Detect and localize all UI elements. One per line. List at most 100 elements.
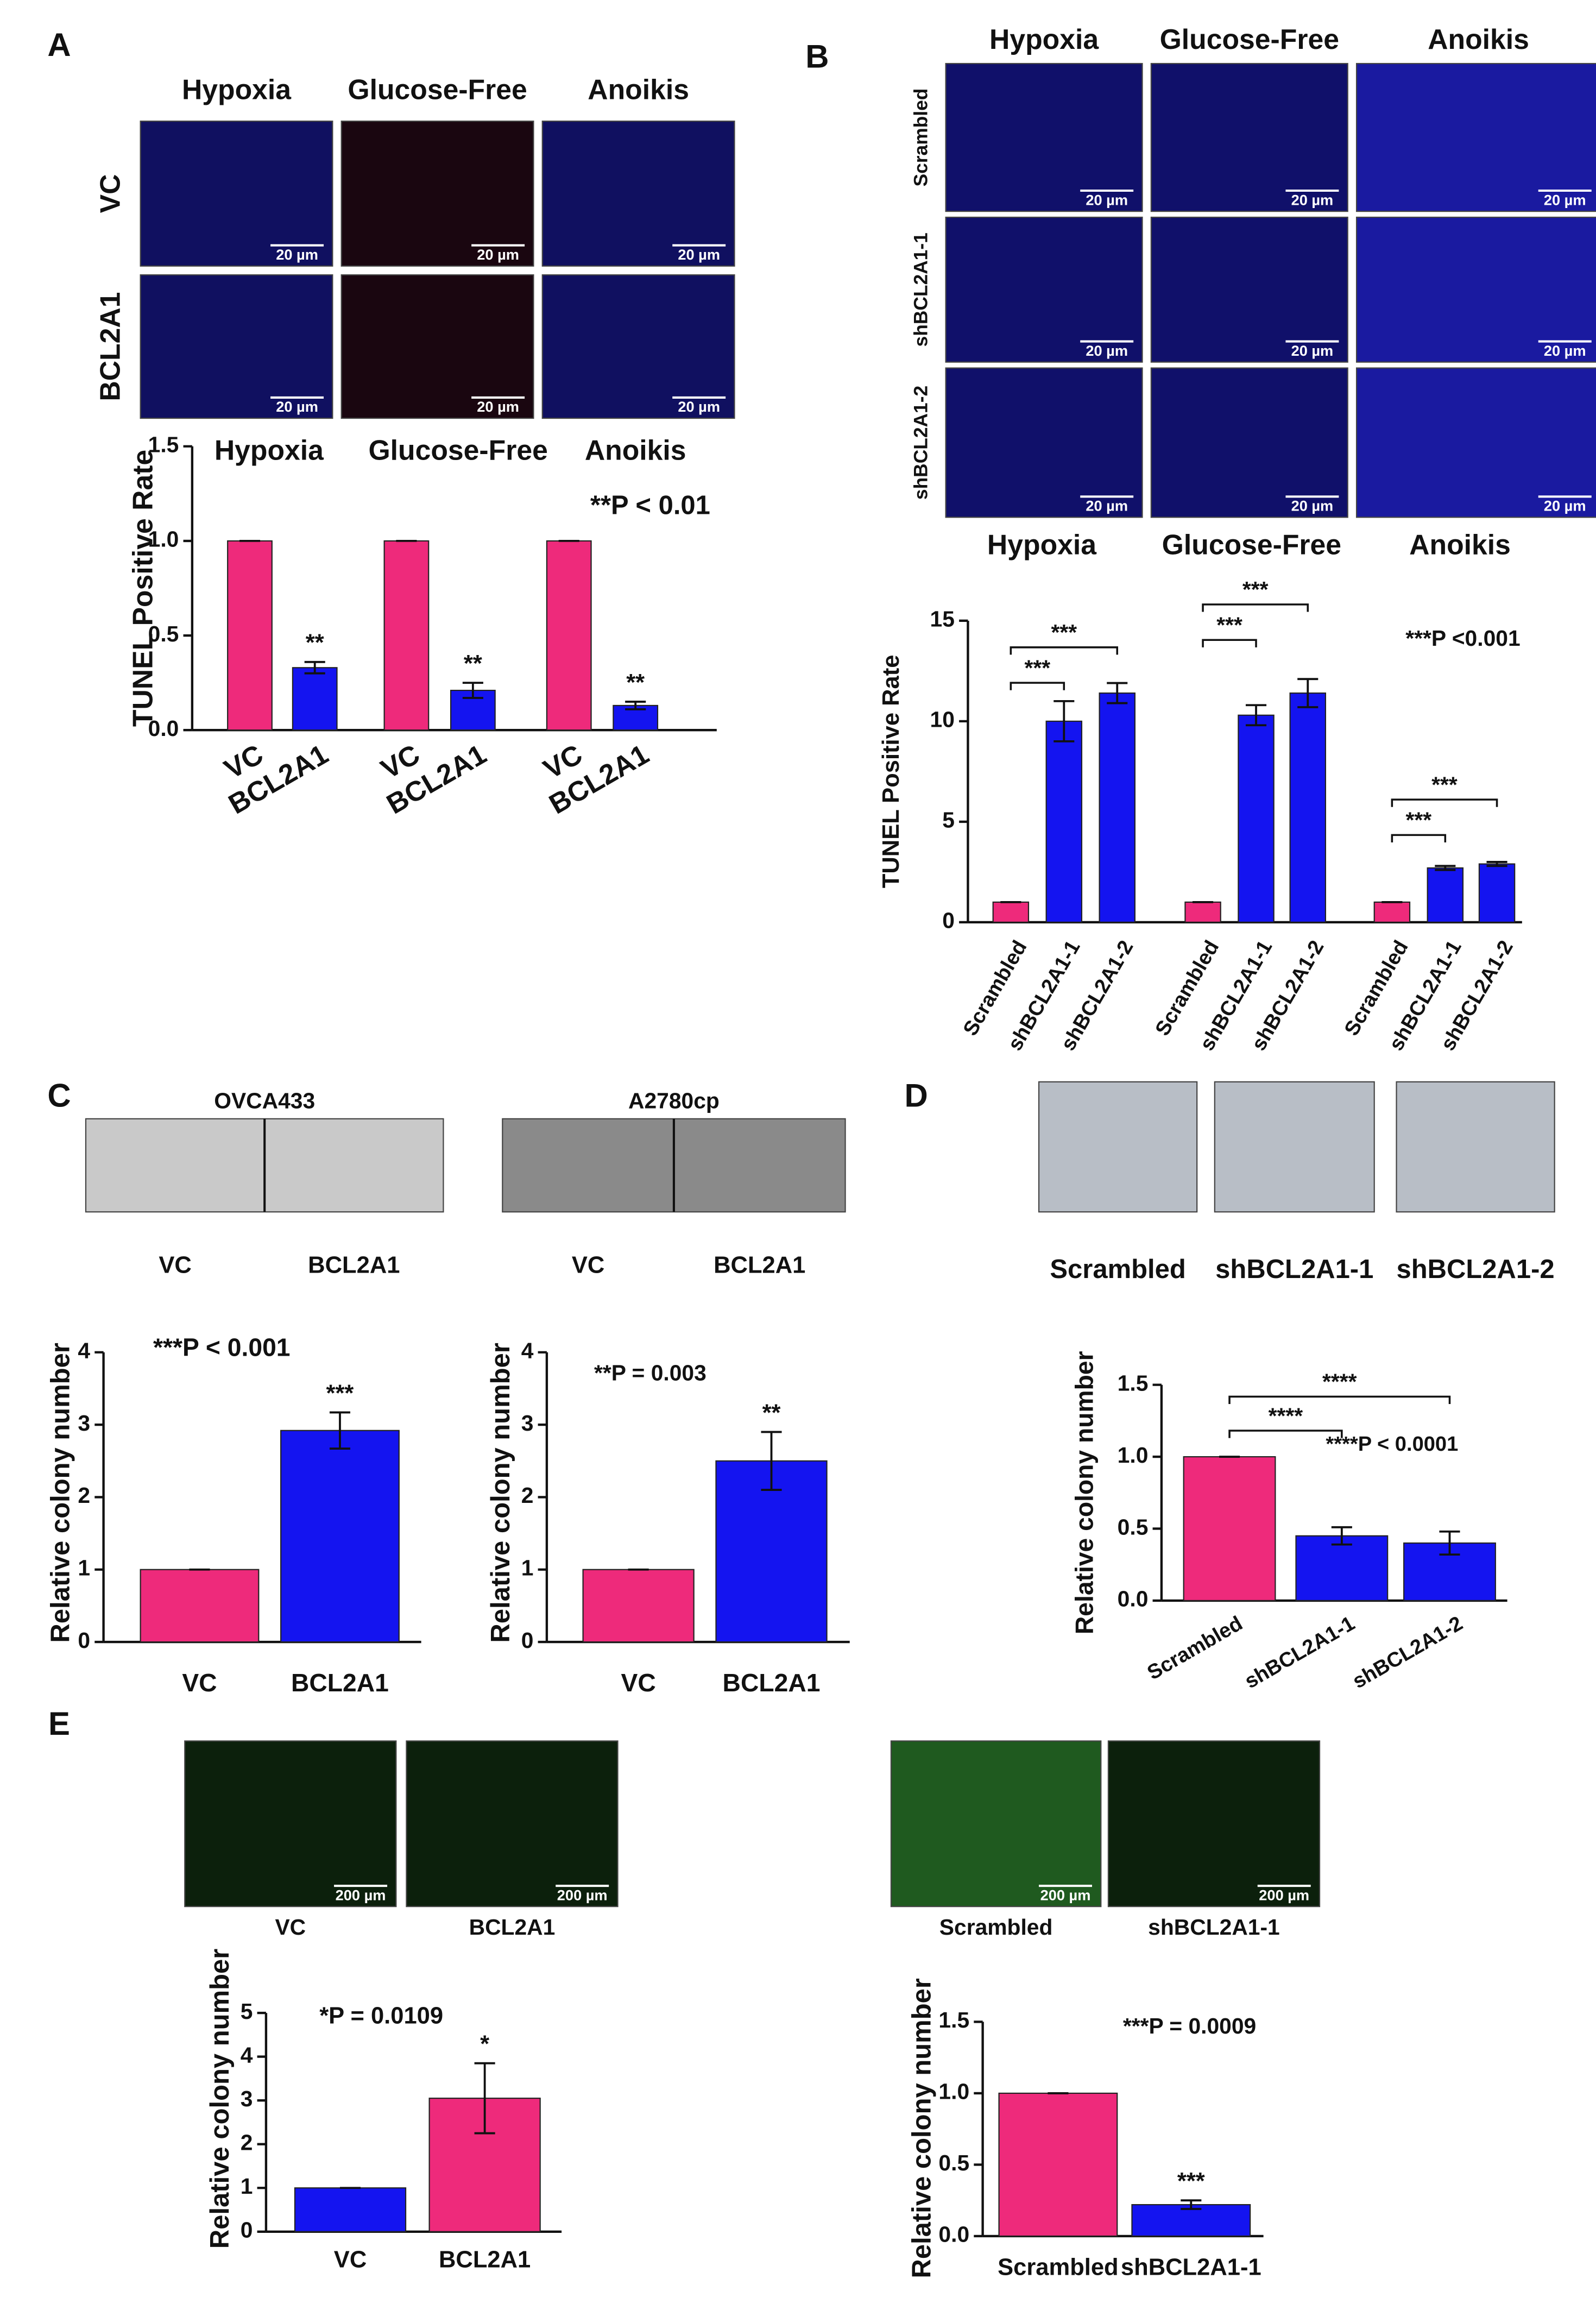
significance: ***: [1242, 577, 1269, 602]
x-tick-label: BCL2A1: [291, 1669, 389, 1697]
image-label: VC: [159, 1252, 191, 1278]
bar: [227, 540, 273, 731]
bracket: [1228, 1395, 1451, 1404]
scale-bar-label: 20 µm: [1544, 498, 1586, 514]
significance: **: [464, 651, 482, 677]
y-tick-label: 1.5: [938, 2007, 969, 2032]
significance: **: [306, 630, 324, 656]
group-title: Hypoxia: [215, 434, 324, 465]
y-tick-label: 5: [241, 1999, 253, 2024]
error-bar: [462, 682, 483, 699]
y-axis-label: Relative colony number: [907, 1978, 937, 2278]
scale-bar-label: 200 µm: [557, 1886, 608, 1903]
x-tick-label: shBCL2A1-2: [1349, 1612, 1467, 1694]
image: [340, 274, 534, 419]
image-label: BCL2A1: [308, 1252, 400, 1278]
image: [1038, 1081, 1198, 1213]
significance: **: [762, 1400, 781, 1426]
significance: ***: [1024, 655, 1050, 680]
column-title: Anoikis: [588, 73, 689, 105]
group-title: Anoikis: [585, 434, 686, 465]
x-tick-label: Scrambled: [1144, 1612, 1247, 1685]
image-label: Scrambled: [1050, 1255, 1185, 1284]
scale-bar-label: 20 µm: [1291, 342, 1334, 359]
column-title: Hypoxia: [182, 73, 292, 105]
image-title: A2780cp: [628, 1088, 720, 1113]
x-tick-label: Scrambled: [998, 2254, 1119, 2280]
bar: [1099, 692, 1136, 923]
y-tick-label: 3: [78, 1411, 90, 1436]
error-bar: [761, 1431, 782, 1491]
column-title: Hypoxia: [989, 23, 1099, 55]
bar: [1478, 863, 1516, 923]
scale-bar-label: 200 µm: [336, 1886, 386, 1903]
y-axis-label: Relative colony number: [46, 1343, 75, 1642]
error-bar: [1245, 704, 1267, 727]
scale-bar-label: 20 µm: [1291, 498, 1334, 514]
image: [340, 121, 534, 267]
significance: ***: [1406, 808, 1432, 833]
bar: [1045, 720, 1083, 923]
y-tick-label: 0: [942, 908, 955, 933]
y-tick-label: 5: [942, 808, 955, 833]
image-title: OVCA433: [214, 1088, 315, 1113]
row-label: Scrambled: [910, 89, 931, 187]
row-label: VC: [94, 174, 126, 213]
image: [406, 1740, 619, 1908]
scale-bar-label: 20 µm: [276, 398, 318, 415]
y-tick-label: 1: [78, 1556, 90, 1581]
y-tick-label: 0.5: [938, 2150, 969, 2175]
annotation: **P < 0.01: [590, 490, 710, 520]
image-label: VC: [275, 1915, 306, 1940]
bar: [582, 1569, 695, 1643]
x-tick-label: BCL2A1: [723, 1669, 821, 1697]
y-tick-label: 0.0: [938, 2222, 969, 2247]
scale-bar-label: 20 µm: [678, 246, 720, 263]
scale-bar-label: 200 µm: [1259, 1886, 1309, 1903]
image: [1355, 216, 1596, 363]
y-tick-label: 2: [521, 1483, 534, 1508]
image-label: VC: [572, 1252, 604, 1278]
y-axis-label: Relative colony number: [486, 1343, 515, 1642]
image: [1150, 367, 1348, 518]
error-bar: [1435, 865, 1456, 871]
panel-letter: E: [48, 1705, 70, 1742]
scale-bar-label: 20 µm: [276, 246, 318, 263]
bar: [1373, 901, 1411, 923]
y-tick-label: 1.5: [148, 432, 179, 457]
bar: [1427, 867, 1464, 923]
significance: *: [480, 2031, 489, 2057]
error-bar: [1439, 1530, 1460, 1556]
y-axis-label: TUNEL Positive Rate: [127, 450, 158, 727]
bar: [1184, 901, 1221, 923]
scale-bar-label: 20 µm: [1086, 191, 1128, 208]
error-bar: [1297, 678, 1319, 708]
x-tick-label: shBCL2A1-1: [1121, 2254, 1261, 2280]
scale-bar-label: 20 µm: [1544, 191, 1586, 208]
image: [1355, 367, 1596, 518]
image: [1396, 1081, 1555, 1213]
y-tick-label: 4: [241, 2042, 253, 2067]
y-tick-label: 0: [521, 1628, 534, 1653]
x-tick-label: BCL2A1: [439, 2247, 531, 2273]
column-title: Anoikis: [1428, 23, 1529, 55]
annotation: *P = 0.0109: [319, 2003, 443, 2029]
y-tick-label: 0.0: [1118, 1587, 1149, 1612]
significance: ***: [1216, 613, 1242, 638]
y-tick-label: 2: [241, 2130, 253, 2155]
bar: [546, 540, 592, 731]
panel-letter: D: [905, 1078, 928, 1114]
significance: ***: [1051, 620, 1077, 645]
y-tick-label: 1.0: [148, 527, 179, 552]
image-label: shBCL2A1-1: [1215, 1255, 1373, 1284]
bar: [294, 2187, 407, 2232]
y-tick-label: 15: [930, 607, 955, 632]
scale-bar-label: 200 µm: [1040, 1886, 1091, 1903]
scale-bar-label: 20 µm: [1291, 191, 1334, 208]
image: [541, 274, 735, 419]
y-tick-label: 0.5: [148, 621, 179, 646]
bracket: [1391, 834, 1447, 842]
y-tick-label: 1.5: [1118, 1370, 1149, 1395]
